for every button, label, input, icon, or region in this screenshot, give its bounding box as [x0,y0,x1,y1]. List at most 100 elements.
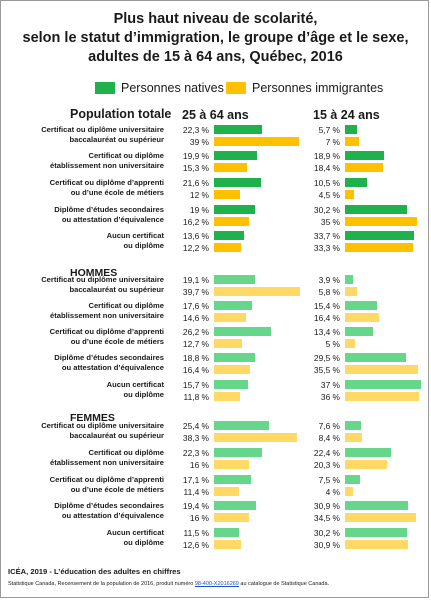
bar-immigrants [345,243,414,252]
category-label: ou d’une école de métiers [70,485,164,494]
bar-immigrants [214,190,240,199]
value-label-natives: 19,9 % [182,150,209,161]
category-label: établissement non universitaire [50,311,164,320]
category-label: baccalauréat ou supérieur [69,135,164,144]
category-label: Diplôme d’études secondaires [54,353,164,362]
category-label: Certificat ou diplôme universitaire [41,125,164,134]
value-label-natives: 15,4 % [313,300,340,311]
category-label: Certificat ou diplôme d’apprenti [49,178,164,187]
bar-natives [214,151,258,160]
bar-immigrants [345,163,383,172]
value-label-natives: 19,1 % [182,274,209,285]
value-label-natives: 22,4 % [313,447,340,458]
bar-natives [345,501,409,510]
value-label-immigrants: 35,5 % [313,364,340,375]
value-label-natives: 29,5 % [313,352,340,363]
value-label-natives: 15,7 % [182,379,209,390]
bar-natives [214,231,244,240]
bar-natives [214,380,249,389]
value-label-natives: 18,8 % [182,352,209,363]
bar-immigrants [345,137,360,146]
value-label-immigrants: 5 % [325,338,340,349]
bar-immigrants [345,217,417,226]
value-label-natives: 22,3 % [182,447,209,458]
category-label: baccalauréat ou supérieur [69,285,164,294]
category-label: Certificat ou diplôme universitaire [41,421,164,430]
value-label-natives: 13,6 % [182,230,209,241]
bar-natives [214,353,255,362]
bar-natives [345,421,361,430]
bar-natives [214,501,257,510]
bar-natives [214,421,270,430]
value-label-immigrants: 16 % [189,459,209,470]
bar-natives [345,178,367,187]
category-label: ou d’une école de métiers [70,337,164,346]
bar-immigrants [214,243,241,252]
bar-immigrants [345,433,363,442]
category-label: Certificat ou diplôme d’apprenti [49,475,164,484]
section-heading: FEMMES [70,412,115,424]
value-label-immigrants: 34,5 % [313,512,340,523]
bar-immigrants [345,365,418,374]
bar-immigrants [214,217,250,226]
legend-label-natives: Personnes natives [121,81,224,95]
value-label-natives: 21,6 % [182,177,209,188]
bar-immigrants [345,313,379,322]
footer-credit: ICÉA, 2019 - L’éducation des adultes en … [8,567,181,576]
bar-immigrants [345,392,419,401]
value-label-immigrants: 11,4 % [183,486,209,497]
value-label-immigrants: 35 % [320,216,340,227]
value-label-immigrants: 7 % [325,136,340,147]
legend-swatch-immigrants [226,82,246,94]
bar-immigrants [345,190,355,199]
legend-label-immigrants: Personnes immigrantes [252,81,384,95]
column-header-25-64: 25 à 64 ans [182,108,249,122]
column-header-15-24: 15 à 24 ans [313,108,380,122]
value-label-immigrants: 36 % [320,391,340,402]
bar-natives [214,205,256,214]
value-label-natives: 30,9 % [313,500,340,511]
category-label: Certificat ou diplôme [88,301,164,310]
value-label-immigrants: 12,6 % [182,539,209,550]
category-label: ou diplôme [123,538,165,547]
chart-title-line-1: Plus haut niveau de scolarité, [113,11,318,27]
category-label: Diplôme d’études secondaires [54,501,164,510]
bar-immigrants [214,540,242,549]
bar-natives [345,275,353,284]
bar-immigrants [214,487,239,496]
value-label-natives: 30,2 % [313,204,340,215]
footer-source-link[interactable]: 98-400-X2016269 [194,581,239,587]
category-label: Certificat ou diplôme [88,151,164,160]
value-label-immigrants: 33,3 % [313,242,340,253]
value-label-immigrants: 20,3 % [313,459,340,470]
category-label: Diplôme d’études secondaires [54,205,164,214]
bar-natives [345,231,415,240]
category-label: Aucun certificat [106,380,164,389]
footer-source: Statistique Canada, Recensement de la po… [8,581,329,588]
category-label: ou d’une école de métiers [70,188,164,197]
bar-natives [345,205,407,214]
value-label-natives: 5,7 % [318,124,340,135]
category-label: Aucun certificat [106,528,164,537]
value-label-immigrants: 16,2 % [182,216,209,227]
bar-natives [345,380,421,389]
bar-immigrants [214,339,242,348]
value-label-natives: 25,4 % [182,420,209,431]
bar-natives [214,275,256,284]
value-label-natives: 3,9 % [318,274,340,285]
bar-immigrants [214,392,240,401]
bar-immigrants [214,313,246,322]
bar-natives [214,178,261,187]
value-label-immigrants: 14,6 % [182,312,209,323]
bar-immigrants [345,513,416,522]
value-label-immigrants: 16,4 % [182,364,209,375]
category-label: Certificat ou diplôme universitaire [41,275,164,284]
value-label-immigrants: 12 % [189,189,209,200]
bar-natives [345,327,373,336]
bar-immigrants [214,433,298,442]
bar-natives [345,528,407,537]
bar-natives [345,151,384,160]
value-label-immigrants: 15,3 % [182,162,209,173]
category-label: Aucun certificat [106,231,164,240]
value-label-natives: 33,7 % [313,230,340,241]
